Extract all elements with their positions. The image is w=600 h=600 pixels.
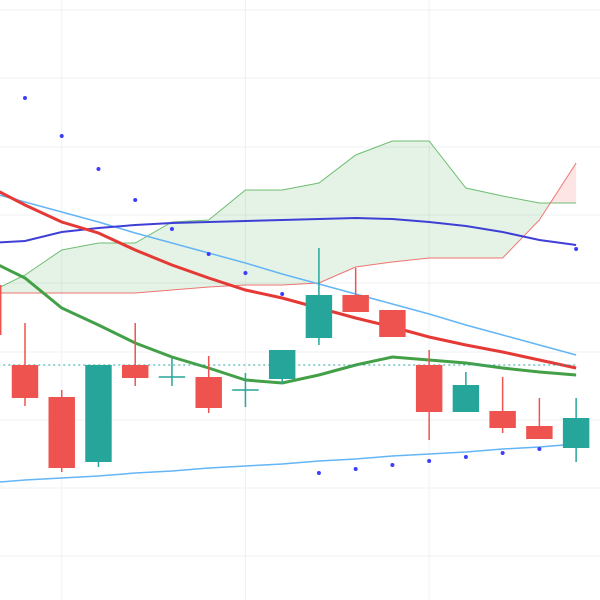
cloud-fill bbox=[282, 183, 319, 285]
sar-marker bbox=[280, 292, 285, 296]
indicator-line bbox=[0, 443, 577, 483]
sar-marker bbox=[500, 451, 505, 455]
candle-body bbox=[85, 365, 112, 462]
cloud-fill bbox=[245, 190, 283, 285]
candle-body bbox=[195, 377, 222, 408]
sar-marker bbox=[243, 271, 248, 275]
candle-body bbox=[0, 285, 2, 335]
candle-body bbox=[268, 350, 296, 379]
candle-body bbox=[121, 365, 149, 378]
cloud-fill bbox=[355, 141, 393, 267]
sar-marker bbox=[390, 463, 395, 467]
sar-marker bbox=[133, 198, 138, 202]
indicator-line bbox=[0, 190, 577, 370]
candle-body bbox=[415, 365, 443, 412]
candle-body bbox=[342, 295, 369, 312]
sar-marker bbox=[537, 447, 542, 451]
sar-marker bbox=[169, 227, 174, 231]
candle-body bbox=[232, 389, 259, 391]
candle-body bbox=[11, 365, 39, 398]
cloud-span-a bbox=[0, 140, 577, 288]
sar-marker bbox=[574, 247, 579, 251]
cloud-fill bbox=[392, 141, 430, 262]
sar-marker bbox=[22, 96, 27, 100]
sar-marker bbox=[353, 467, 358, 471]
cloud-span-b bbox=[0, 162, 577, 294]
cloud-fill bbox=[98, 243, 136, 293]
cloud-fill bbox=[171, 220, 209, 290]
cloud-fill bbox=[465, 188, 503, 258]
candle-body bbox=[158, 376, 186, 378]
cloud-fill bbox=[502, 196, 540, 258]
candle-body bbox=[48, 397, 75, 468]
cloud-fill bbox=[61, 243, 99, 293]
sar-marker bbox=[96, 167, 101, 171]
indicator-line bbox=[0, 194, 577, 356]
cloud-fill bbox=[208, 190, 246, 287]
candle-body bbox=[379, 310, 406, 337]
candle-body bbox=[526, 426, 553, 439]
sar-marker bbox=[316, 471, 321, 475]
sar-marker bbox=[427, 459, 432, 463]
sar-marker bbox=[59, 134, 64, 138]
sar-marker bbox=[463, 455, 468, 459]
candle-body bbox=[452, 385, 480, 412]
candle-body bbox=[562, 418, 590, 448]
sar-marker bbox=[206, 252, 211, 256]
candle-body bbox=[489, 411, 516, 428]
candle-body bbox=[305, 295, 333, 338]
cloud-fill bbox=[429, 141, 466, 258]
cloud-fill bbox=[0, 275, 25, 293]
cloud-fill bbox=[24, 250, 62, 293]
